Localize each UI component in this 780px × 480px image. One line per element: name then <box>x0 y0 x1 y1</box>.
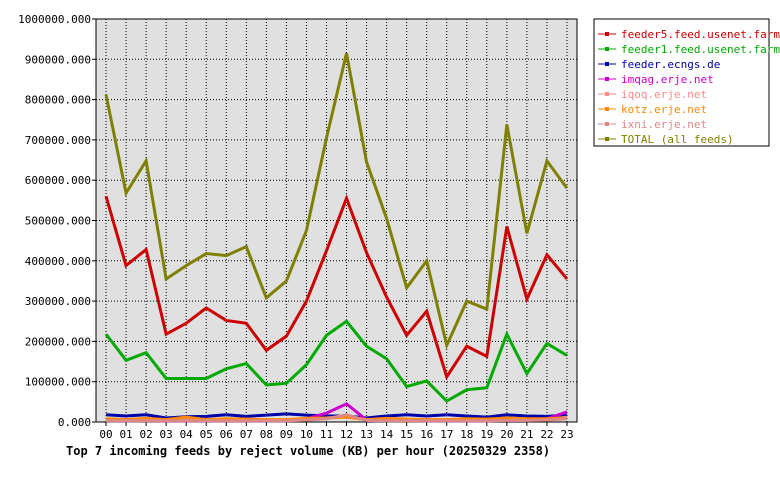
series-group <box>104 52 569 423</box>
legend-item: feeder5.feed.usenet.farm <box>598 28 780 41</box>
legend-marker <box>605 92 609 96</box>
x-tick-label: 06 <box>220 428 233 441</box>
y-tick-label: 300000.000 <box>25 295 91 308</box>
x-tick-label: 00 <box>99 428 112 441</box>
legend-item: feeder1.feed.usenet.farm <box>598 43 780 56</box>
series-line-total-all-feeds <box>104 52 569 351</box>
x-tick-label: 19 <box>480 428 493 441</box>
legend-marker <box>605 77 609 81</box>
legend-item: feeder.ecngs.de <box>598 58 720 71</box>
legend-box <box>593 18 770 147</box>
x-tick-label: 09 <box>280 428 293 441</box>
series-line-feeder5-feed-usenet-farm <box>104 194 569 381</box>
x-tick-label: 23 <box>560 428 573 441</box>
grid <box>96 19 577 422</box>
legend-label: imqag.erje.net <box>621 73 714 86</box>
x-tick-label: 04 <box>180 428 194 441</box>
legend-item: ixni.erje.net <box>598 118 707 131</box>
legend-label: feeder5.feed.usenet.farm <box>621 28 780 41</box>
x-tick-label: 07 <box>240 428 253 441</box>
legend-item: imqag.erje.net <box>598 73 714 86</box>
y-tick-label: 600000.000 <box>25 174 91 187</box>
legend-label: TOTAL (all feeds) <box>621 133 734 146</box>
x-tick-label: 02 <box>139 428 152 441</box>
legend-marker <box>605 32 609 36</box>
legend-marker <box>605 47 609 51</box>
chart-caption: Top 7 incoming feeds by reject volume (K… <box>66 444 551 458</box>
y-tick-label: 0.000 <box>58 416 91 429</box>
legend-label: iqoq.erje.net <box>621 88 707 101</box>
x-tick-label: 17 <box>440 428 453 441</box>
x-tick-label: 18 <box>460 428 473 441</box>
y-tick-label: 400000.000 <box>25 255 91 268</box>
x-tick-label: 14 <box>380 428 394 441</box>
y-tick-label: 900000.000 <box>25 53 91 66</box>
x-tick-label: 03 <box>160 428 173 441</box>
series-line-feeder1-feed-usenet-farm <box>104 319 568 403</box>
x-tick-label: 13 <box>360 428 373 441</box>
legend-label: kotz.erje.net <box>621 103 707 116</box>
legend-item: iqoq.erje.net <box>598 88 707 101</box>
y-tick-label: 100000.000 <box>25 376 91 389</box>
x-axis: 00 01 02 03 04 05 06 07 08 09 10 11 12 13 14 15 16 17 18 19… <box>99 422 574 441</box>
y-tick-label: 800000.000 <box>25 94 91 107</box>
legend: feeder5.feed.usenet.farm feeder1.feed.use… <box>598 28 780 146</box>
x-tick-label: 08 <box>260 428 273 441</box>
x-tick-label: 16 <box>420 428 433 441</box>
x-tick-label: 12 <box>340 428 353 441</box>
legend-marker <box>605 122 609 126</box>
legend-marker <box>605 137 609 141</box>
y-axis: 0.000 100000.000 200000.000 300000.000 40000… <box>18 13 96 429</box>
x-tick-label: 21 <box>520 428 533 441</box>
x-tick-label: 01 <box>119 428 132 441</box>
legend-label: feeder1.feed.usenet.farm <box>621 43 780 56</box>
legend-marker <box>605 107 609 111</box>
x-tick-label: 11 <box>320 428 333 441</box>
legend-label: feeder.ecngs.de <box>621 58 720 71</box>
x-tick-label: 20 <box>500 428 513 441</box>
y-tick-label: 700000.000 <box>25 134 91 147</box>
y-tick-label: 200000.000 <box>25 335 91 348</box>
y-tick-label: 500000.000 <box>25 215 91 228</box>
x-tick-label: 22 <box>540 428 553 441</box>
x-tick-label: 05 <box>200 428 213 441</box>
y-tick-label: 1000000.000 <box>18 13 91 26</box>
series-line-ixni-erje-net <box>106 413 568 423</box>
legend-label: ixni.erje.net <box>621 118 707 131</box>
legend-marker <box>605 62 609 66</box>
x-tick-label: 15 <box>400 428 413 441</box>
x-tick-label: 10 <box>300 428 313 441</box>
legend-item: TOTAL (all feeds) <box>598 133 734 146</box>
legend-item: kotz.erje.net <box>598 103 707 116</box>
